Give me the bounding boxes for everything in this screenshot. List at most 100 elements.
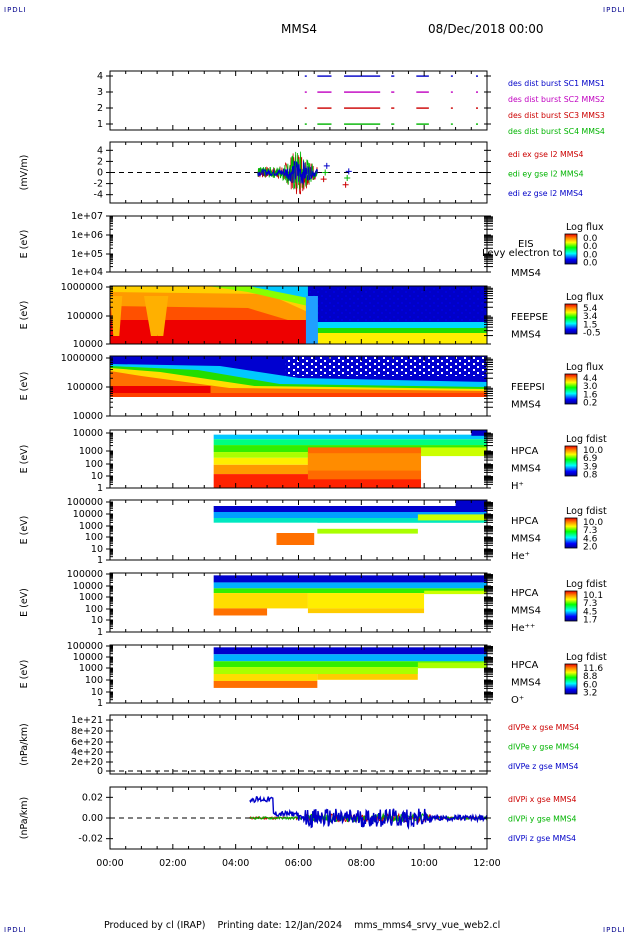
- time-tick-label: 02:00: [159, 858, 186, 869]
- legend-entry: dIVPi z gse MMS4: [508, 834, 576, 843]
- burst-interval: [450, 107, 453, 109]
- y-tick-label: 4: [97, 145, 103, 156]
- burst-interval: [476, 107, 479, 109]
- burst-interval: [416, 107, 429, 109]
- cross-marker: [342, 181, 349, 188]
- footer-printing-date: Printing date: 12/Jan/2024: [217, 920, 343, 931]
- colorbar-title: Log flux: [566, 362, 604, 373]
- flux-band: [307, 593, 425, 609]
- corner-label-top-right: IPDLI: [603, 6, 626, 14]
- y-tick-label: 1000000: [61, 282, 103, 293]
- colorbar-tick-label: 3.0: [583, 382, 598, 392]
- flux-band: [110, 386, 211, 394]
- burst-interval: [476, 123, 479, 125]
- colorbar-title: Log fdist: [566, 506, 607, 517]
- burst-interval: [416, 75, 429, 77]
- y-axis-label: E (eV): [19, 372, 30, 401]
- cross-marker: [322, 169, 329, 176]
- y-tick-label: 0: [97, 766, 103, 777]
- colorbar: [564, 233, 578, 265]
- burst-interval: [317, 107, 332, 109]
- y-tick-label: 100: [85, 604, 103, 615]
- colorbar-title: Log flux: [566, 222, 604, 233]
- burst-interval: [304, 123, 307, 125]
- colorbar-tick-label: -0.5: [583, 328, 601, 338]
- colorbar: [564, 590, 578, 622]
- cross-marker: [344, 175, 351, 182]
- flux-band: [247, 286, 308, 298]
- colorbar: [564, 303, 578, 335]
- series-line: [257, 151, 318, 190]
- flux-band: [307, 608, 425, 614]
- instrument-label: MMS4: [511, 268, 541, 279]
- y-tick-label: 0: [97, 168, 103, 179]
- flux-band: [213, 593, 308, 609]
- flux-band: [213, 518, 488, 523]
- y-tick-label: 10000: [73, 339, 103, 350]
- y-axis-label: E (eV): [19, 445, 30, 474]
- flux-dip: [110, 296, 123, 336]
- legend-entry: dIVPe x gse MMS4: [508, 723, 579, 732]
- flux-band: [213, 608, 268, 616]
- flux-band: [417, 662, 487, 669]
- time-tick-label: 04:00: [222, 858, 249, 869]
- burst-interval: [304, 107, 307, 109]
- flux-band: [213, 512, 488, 518]
- panel-frame-eis: [109, 215, 488, 273]
- colorbar-tick-label: 3.2: [583, 688, 597, 698]
- y-tick-label: 1000: [79, 446, 103, 457]
- colorbar-tick-label: 6.0: [583, 680, 598, 690]
- colorbar-tick-label: 10.0: [583, 446, 603, 456]
- y-tick-label: 1000: [79, 521, 103, 532]
- instrument-label: MMS4: [511, 400, 541, 411]
- flux-band: [276, 533, 315, 545]
- instrument-label: H⁺: [511, 481, 524, 492]
- time-tick-label: 12:00: [473, 858, 500, 869]
- flux-band: [305, 296, 318, 344]
- legend-entry: dIVPe y gse MMS4: [508, 743, 579, 752]
- colorbar: [564, 663, 578, 695]
- burst-interval: [416, 123, 429, 125]
- colorbar-tick-label: 2.0: [583, 542, 598, 552]
- footer-script-name: mms_mms4_srvy_vue_web2.cl: [354, 920, 501, 931]
- instrument-label: O⁺: [511, 695, 524, 706]
- burst-interval: [344, 91, 381, 93]
- y-tick-label: 100: [85, 532, 103, 543]
- flux-band: [421, 456, 487, 488]
- colorbar-tick-label: 11.6: [583, 664, 603, 674]
- instrument-label: HPCA: [511, 446, 539, 457]
- date-time-title: 08/Dec/2018 00:00: [428, 22, 544, 36]
- burst-interval: [450, 75, 453, 77]
- instrument-label: MMS4: [511, 464, 541, 475]
- legend-entry: des dist burst SC2 MMS2: [508, 95, 605, 104]
- y-axis-label: (mV/m): [19, 155, 30, 191]
- series-line: [249, 795, 488, 830]
- legend-entry: des dist burst SC1 MMS1: [508, 79, 605, 88]
- footer-produced-by: Produced by cl (IRAP): [104, 920, 206, 931]
- flux-band: [417, 668, 487, 703]
- colorbar-tick-label: 0.0: [583, 250, 598, 260]
- flux-band: [213, 506, 488, 512]
- instrument-label: He⁺⁺: [511, 623, 535, 634]
- y-tick-label: 1e+07: [71, 211, 103, 222]
- instrument-label: MMS4: [511, 330, 541, 341]
- y-tick-label: 4e+20: [71, 747, 103, 758]
- panel-frame-divpe: [109, 714, 488, 775]
- y-tick-label: 1: [97, 698, 103, 709]
- burst-interval: [391, 75, 395, 77]
- cross-marker: [323, 162, 330, 169]
- y-axis-label: E (eV): [19, 516, 30, 545]
- y-tick-label: 10: [91, 471, 103, 482]
- flux-band: [424, 590, 487, 595]
- burst-interval: [344, 107, 381, 109]
- y-tick-label: 2e+20: [71, 757, 103, 768]
- cross-marker: [320, 176, 327, 183]
- corner-label-bottom-right: IPDLI: [603, 926, 626, 934]
- flux-band: [213, 575, 488, 583]
- spacecraft-title: MMS4: [281, 22, 317, 36]
- colorbar-tick-label: 4.6: [583, 534, 598, 544]
- burst-interval: [317, 123, 332, 125]
- y-tick-label: -4: [94, 190, 103, 201]
- legend-entry: edi ez gse l2 MMS4: [508, 189, 583, 198]
- flux-band: [421, 447, 487, 457]
